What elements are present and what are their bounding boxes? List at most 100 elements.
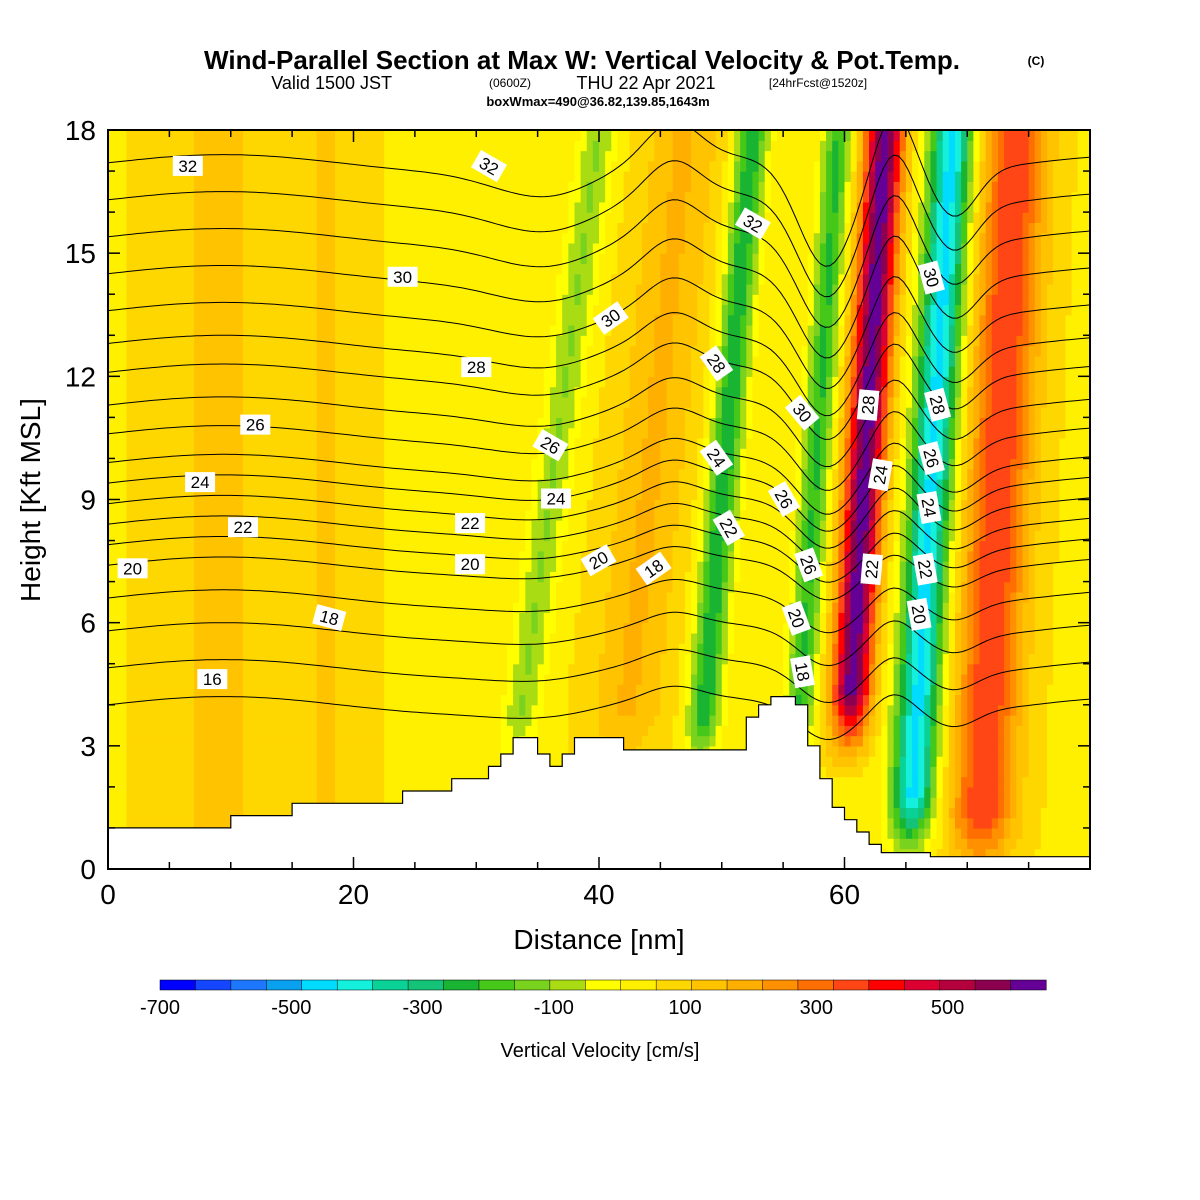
velocity-cell: [912, 838, 919, 850]
velocity-cell: [961, 550, 968, 562]
velocity-cell: [267, 622, 275, 634]
velocity-cell: [684, 663, 692, 675]
velocity-cell: [408, 653, 416, 665]
velocity-cell: [770, 673, 778, 685]
velocity-cell: [813, 725, 821, 737]
velocity-cell: [249, 694, 256, 706]
velocity-cell: [660, 550, 668, 562]
velocity-cell: [580, 591, 588, 603]
velocity-cell: [1028, 817, 1036, 829]
velocity-cell: [605, 725, 612, 737]
velocity-cell: [132, 786, 140, 798]
velocity-cell: [175, 571, 183, 583]
velocity-cell: [899, 561, 907, 572]
velocity-cell: [801, 632, 809, 644]
velocity-cell: [1010, 663, 1017, 675]
velocity-cell: [912, 807, 919, 819]
velocity-cell: [359, 561, 367, 572]
velocity-cell: [672, 591, 680, 603]
velocity-cell: [279, 715, 287, 726]
velocity-cell: [869, 653, 876, 665]
velocity-cell: [1071, 838, 1079, 850]
velocity-cell: [482, 581, 490, 593]
velocity-cell: [948, 550, 956, 562]
velocity-cell: [531, 715, 539, 726]
velocity-cell: [1059, 653, 1067, 665]
velocity-cell: [365, 612, 373, 624]
velocity-cell: [488, 653, 496, 665]
velocity-cell: [408, 704, 416, 716]
velocity-cell: [378, 756, 385, 767]
velocity-cell: [985, 591, 993, 603]
velocity-cell: [905, 766, 913, 778]
velocity-cell: [519, 561, 526, 572]
velocity-cell: [433, 684, 441, 696]
velocity-cell: [1022, 602, 1030, 613]
velocity-cell: [1004, 632, 1011, 644]
velocity-cell: [390, 715, 398, 726]
velocity-cell: [556, 561, 563, 572]
velocity-cell: [200, 653, 207, 665]
velocity-cell: [371, 581, 379, 593]
velocity-cell: [163, 735, 170, 747]
velocity-cell: [961, 643, 968, 655]
velocity-cell: [445, 581, 453, 593]
velocity-cell: [1071, 776, 1079, 788]
velocity-cell: [157, 694, 164, 706]
velocity-cell: [709, 704, 717, 716]
velocity-cell: [635, 704, 643, 716]
velocity-cell: [1022, 612, 1030, 624]
velocity-cell: [163, 550, 170, 562]
velocity-cell: [267, 550, 275, 562]
velocity-cell: [954, 622, 962, 634]
velocity-cell: [776, 632, 784, 644]
velocity-cell: [887, 622, 895, 634]
velocity-cell: [1004, 766, 1011, 778]
velocity-cell: [494, 745, 502, 757]
velocity-cell: [316, 571, 324, 583]
velocity-cell: [746, 571, 754, 583]
velocity-cell: [230, 561, 238, 572]
velocity-cell: [954, 797, 962, 809]
velocity-cell: [543, 581, 551, 593]
velocity-cell: [414, 684, 422, 696]
velocity-cell: [605, 632, 612, 644]
velocity-cell: [470, 663, 477, 675]
velocity-cell: [770, 591, 778, 603]
velocity-cell: [1004, 581, 1011, 593]
velocity-cell: [905, 550, 913, 562]
velocity-cell: [819, 684, 827, 696]
velocity-cell: [1034, 725, 1042, 737]
velocity-cell: [1010, 550, 1017, 562]
velocity-cell: [715, 673, 723, 685]
velocity-cell: [273, 612, 281, 624]
velocity-cell: [157, 704, 164, 716]
velocity-cell: [740, 581, 747, 593]
velocity-cell: [764, 591, 772, 603]
velocity-cell: [322, 776, 330, 788]
velocity-cell: [285, 612, 293, 624]
velocity-cell: [899, 663, 907, 675]
velocity-cell: [832, 756, 839, 767]
velocity-cell: [132, 756, 140, 767]
velocity-cell: [353, 715, 361, 726]
velocity-cell: [1065, 602, 1073, 613]
velocity-cell: [476, 725, 483, 737]
velocity-cell: [384, 673, 391, 685]
velocity-cell: [1065, 581, 1073, 593]
velocity-cell: [421, 715, 428, 726]
velocity-cell: [881, 745, 889, 757]
velocity-cell: [709, 684, 717, 696]
velocity-cell: [580, 561, 588, 572]
velocity-cell: [384, 571, 391, 583]
velocity-cell: [322, 571, 330, 583]
velocity-cell: [838, 766, 846, 778]
velocity-cell: [439, 663, 447, 675]
velocity-cell: [684, 704, 692, 716]
velocity-cell: [451, 591, 459, 603]
velocity-cell: [648, 550, 655, 562]
velocity-cell: [500, 735, 508, 747]
velocity-cell: [1065, 591, 1073, 603]
velocity-cell: [163, 745, 170, 757]
velocity-cell: [881, 612, 889, 624]
